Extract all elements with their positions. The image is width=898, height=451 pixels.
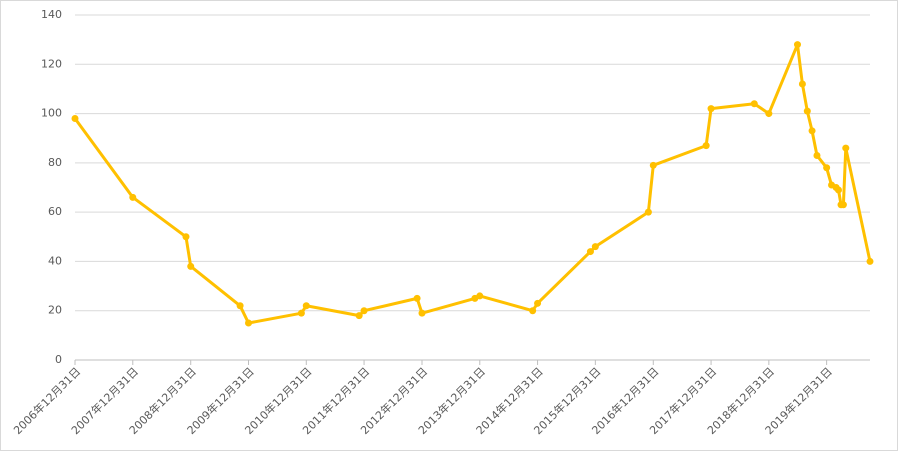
data-point — [236, 302, 244, 310]
data-point — [702, 142, 710, 150]
data-point — [765, 110, 773, 118]
data-point — [418, 309, 426, 317]
y-tick-label: 40 — [48, 254, 62, 267]
data-point — [182, 233, 190, 241]
data-point — [586, 248, 594, 256]
data-point — [355, 312, 363, 320]
data-point — [808, 127, 816, 135]
y-tick-label: 0 — [55, 353, 62, 366]
data-point — [649, 161, 657, 169]
data-point — [644, 208, 652, 216]
data-point — [360, 307, 368, 315]
data-point — [813, 151, 821, 159]
y-tick-label: 60 — [48, 205, 62, 218]
data-point — [803, 107, 811, 115]
data-point — [534, 299, 542, 307]
data-point — [798, 80, 806, 88]
data-point — [707, 105, 715, 113]
y-tick-label: 140 — [41, 8, 62, 21]
y-tick-label: 100 — [41, 107, 62, 120]
data-point — [529, 307, 537, 315]
data-point — [823, 164, 831, 172]
data-point — [129, 193, 137, 201]
y-tick-label: 80 — [48, 156, 62, 169]
data-point — [245, 319, 253, 327]
data-point — [187, 262, 195, 270]
data-point — [302, 302, 310, 310]
data-point — [842, 144, 850, 152]
data-point — [793, 41, 801, 49]
data-point — [591, 243, 599, 251]
data-point — [71, 115, 79, 122]
y-tick-label: 20 — [48, 304, 62, 317]
data-point — [750, 100, 758, 108]
data-point — [834, 186, 842, 194]
data-point — [413, 294, 421, 302]
data-point — [297, 309, 305, 317]
data-point — [839, 201, 847, 209]
y-tick-label: 120 — [41, 57, 62, 70]
data-point — [476, 292, 484, 300]
data-point — [866, 257, 874, 265]
